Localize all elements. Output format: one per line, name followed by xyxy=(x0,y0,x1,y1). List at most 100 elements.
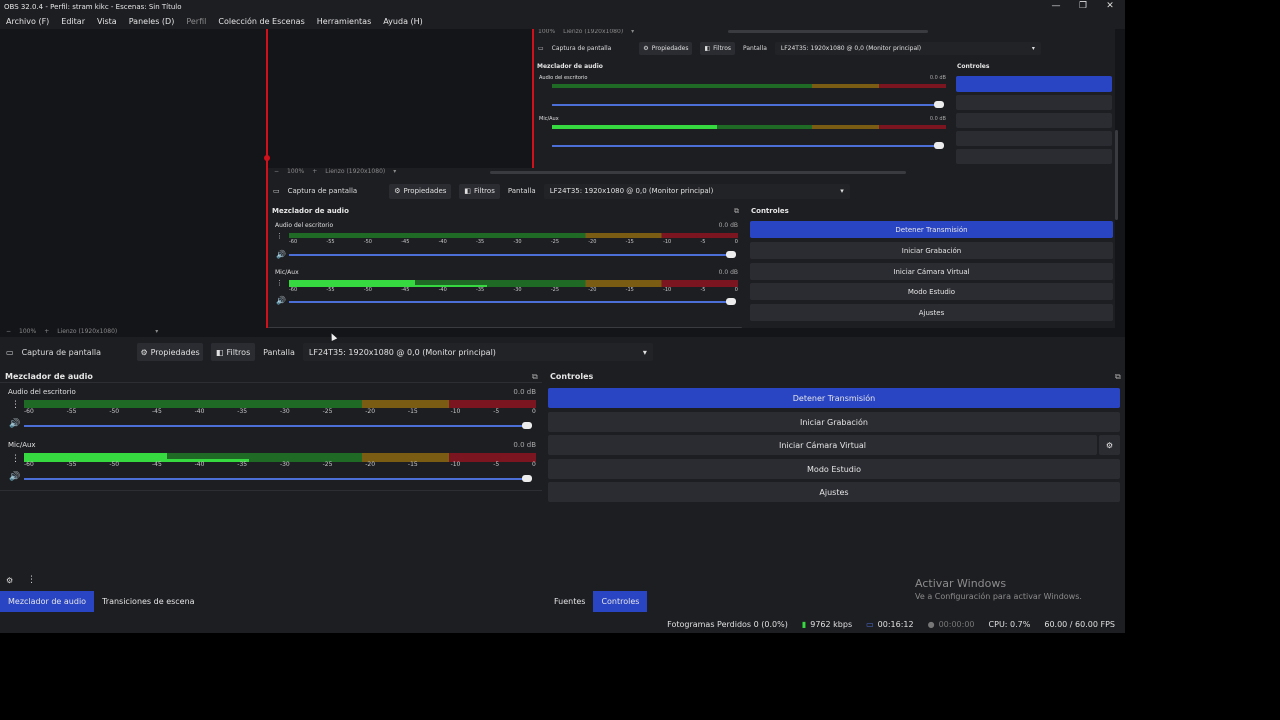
kebab-menu-icon[interactable]: ⋮ xyxy=(276,279,283,287)
maximize-button[interactable]: ❐ xyxy=(1078,1,1088,11)
meter-tick-label: -40 xyxy=(438,287,447,293)
v-scrollbar[interactable] xyxy=(1115,130,1118,220)
menu-bar: Archivo (F) Editar Vista Paneles (D) Per… xyxy=(0,14,1125,29)
mixer-menu-icon[interactable]: ⋮ xyxy=(27,575,36,585)
filters-button[interactable]: ◧ Filtros xyxy=(211,343,256,361)
tab-controls[interactable]: Controles xyxy=(593,591,648,612)
properties-button[interactable]: ⚙ Propiedades xyxy=(389,183,452,199)
virtual-camera-settings-gear-icon[interactable]: ⚙ xyxy=(1099,435,1120,455)
speaker-icon[interactable]: 🔊 xyxy=(9,419,21,429)
display-select[interactable]: LF24T35: 1920x1080 @ 0,0 (Monitor princi… xyxy=(543,183,850,199)
nested-capture-level2: 100% Lienzo (1920x1080) ▾ ▭ Captura de p… xyxy=(534,29,1115,168)
menu-paneles[interactable]: Paneles (D) xyxy=(128,17,175,26)
menu-coleccion-escenas[interactable]: Colección de Escenas xyxy=(218,17,305,26)
menu-archivo[interactable]: Archivo (F) xyxy=(6,17,50,26)
slider-knob[interactable] xyxy=(726,251,736,258)
zoom-plus[interactable]: + xyxy=(44,327,50,335)
dropped-frames: Fotogramas Perdidos 0 (0.0%) xyxy=(667,619,788,629)
volume-slider[interactable] xyxy=(552,101,944,108)
track-label: Mic/Aux xyxy=(275,269,299,276)
track-label: Audio del escritorio xyxy=(275,222,334,229)
meter-tick-label: -50 xyxy=(363,287,372,293)
meter-tick-label: -30 xyxy=(279,408,290,415)
chevron-down-icon: ▾ xyxy=(631,29,635,35)
menu-herramientas[interactable]: Herramientas xyxy=(316,17,372,26)
db-value: 0.0 dB xyxy=(718,222,738,229)
properties-button[interactable]: ⚙ Propiedades xyxy=(137,343,204,361)
slider-knob[interactable] xyxy=(934,101,944,108)
filters-label: Filtros xyxy=(226,347,251,357)
control-button[interactable] xyxy=(956,131,1112,146)
filters-button[interactable]: ◧ Filtros xyxy=(700,41,735,55)
minimize-button[interactable]: — xyxy=(1051,1,1061,11)
slider-knob[interactable] xyxy=(726,298,736,305)
db-value: 0.0 dB xyxy=(513,441,536,449)
h-scrollbar[interactable] xyxy=(728,30,928,33)
h-scrollbar[interactable] xyxy=(268,327,742,328)
volume-slider[interactable] xyxy=(289,251,736,258)
zoom-minus[interactable]: − xyxy=(6,327,12,335)
source-name: Captura de pantalla xyxy=(21,347,102,357)
close-button[interactable]: ✕ xyxy=(1106,1,1114,11)
tab-audio-mixer[interactable]: Mezclador de audio xyxy=(0,591,95,612)
studio-mode-button[interactable]: Modo Estudio xyxy=(548,459,1120,479)
right-dock-tabs: Fuentes Controles xyxy=(546,591,648,612)
undock-icon[interactable]: ⧉ xyxy=(734,207,739,215)
zoom-minus[interactable]: − xyxy=(274,168,280,175)
volume-slider[interactable] xyxy=(289,298,736,305)
undock-icon[interactable]: ⧉ xyxy=(532,372,538,381)
kebab-menu-icon[interactable]: ⋮ xyxy=(11,454,20,464)
stop-stream-button[interactable]: Detener Transmisión xyxy=(750,221,1113,238)
slider-knob[interactable] xyxy=(522,422,532,429)
menu-editar[interactable]: Editar xyxy=(61,17,85,26)
menu-perfil[interactable]: Perfil xyxy=(186,17,207,26)
slider-knob[interactable] xyxy=(934,142,944,149)
zoom-level-text: 100% xyxy=(538,29,556,35)
tab-scene-transitions[interactable]: Transiciones de escena xyxy=(102,597,195,606)
meter-ticks: -60 -55 -50 -45 -40 -35 -30 -25 -20 -15 -10 -5 0 xyxy=(24,408,536,415)
start-virtual-camera-button[interactable]: Iniciar Cámara Virtual xyxy=(548,435,1097,455)
meter-tick-label: -50 xyxy=(109,461,120,468)
speaker-icon[interactable]: 🔊 xyxy=(276,250,286,259)
chevron-down-icon: ▾ xyxy=(642,347,647,357)
display-select[interactable]: LF24T35: 1920x1080 @ 0,0 (Monitor princi… xyxy=(774,41,1041,55)
left-dock-tabs: Mezclador de audio Transiciones de escen… xyxy=(0,591,203,612)
volume-slider[interactable] xyxy=(24,475,532,482)
settings-button[interactable]: Ajustes xyxy=(750,304,1113,321)
h-scrollbar[interactable] xyxy=(490,171,906,174)
menu-ayuda[interactable]: Ayuda (H) xyxy=(383,17,423,26)
preview-canvas[interactable]: 100% Lienzo (1920x1080) ▾ ▭ Captura de p… xyxy=(0,29,1125,337)
start-virtual-camera-button[interactable]: Iniciar Cámara Virtual xyxy=(750,263,1113,280)
start-recording-button[interactable]: Iniciar Grabación xyxy=(548,412,1120,432)
control-button[interactable] xyxy=(956,113,1112,128)
properties-button[interactable]: ⚙ Propiedades xyxy=(639,41,693,55)
advanced-audio-gear-icon[interactable]: ⚙ xyxy=(6,576,14,585)
kebab-menu-icon[interactable]: ⋮ xyxy=(11,400,20,410)
start-recording-button[interactable]: Iniciar Grabación xyxy=(750,242,1113,259)
menu-vista[interactable]: Vista xyxy=(96,17,117,26)
slider-knob[interactable] xyxy=(522,475,532,482)
zoom-plus[interactable]: + xyxy=(312,168,318,175)
volume-slider[interactable] xyxy=(24,422,532,429)
filters-button[interactable]: ◧ Filtros xyxy=(459,183,500,199)
studio-mode-button[interactable]: Modo Estudio xyxy=(750,283,1113,300)
speaker-icon[interactable]: 🔊 xyxy=(9,472,21,482)
stop-stream-button[interactable]: Detener Transmisión xyxy=(548,388,1120,408)
tab-sources[interactable]: Fuentes xyxy=(554,597,586,606)
volume-slider[interactable] xyxy=(552,142,944,149)
meter-tick-label: -35 xyxy=(237,461,248,468)
meter-tick-label: -35 xyxy=(237,408,248,415)
db-value: 0.0 dB xyxy=(718,269,738,276)
undock-icon[interactable]: ⧉ xyxy=(1115,372,1121,381)
kebab-menu-icon[interactable]: ⋮ xyxy=(276,232,283,240)
display-select[interactable]: LF24T35: 1920x1080 @ 0,0 (Monitor princi… xyxy=(302,343,653,361)
stop-stream-button[interactable] xyxy=(956,76,1112,92)
chevron-down-icon[interactable]: ▾ xyxy=(155,327,159,335)
window-title: OBS 32.0.4 - Perfil: stram kikc - Escena… xyxy=(4,3,182,11)
filter-icon: ◧ xyxy=(464,187,472,195)
settings-button[interactable]: Ajustes xyxy=(548,482,1120,502)
meter-tick-label: 0 xyxy=(532,408,536,415)
control-button[interactable] xyxy=(956,95,1112,110)
control-button[interactable] xyxy=(956,149,1112,164)
speaker-icon[interactable]: 🔊 xyxy=(276,296,286,305)
